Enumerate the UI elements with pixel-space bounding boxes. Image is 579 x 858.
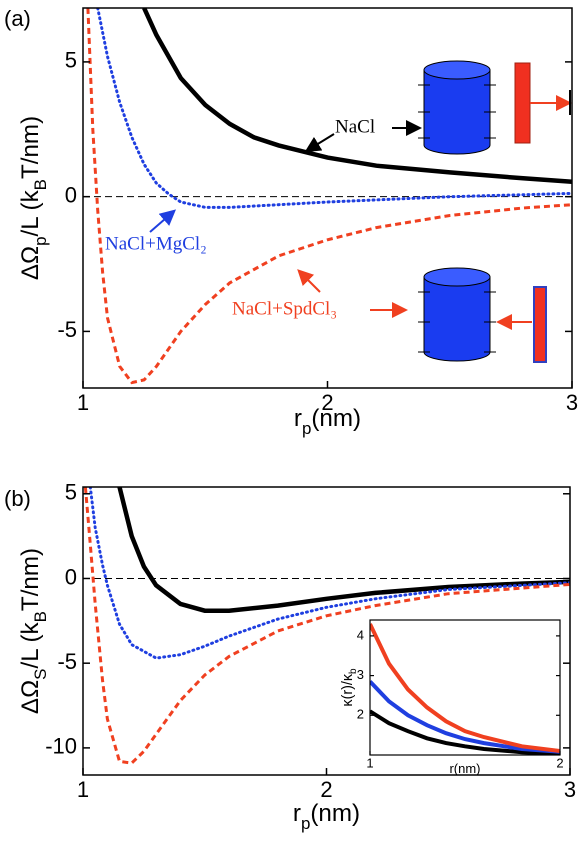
plot-frame — [82, 7, 573, 389]
label-part: B — [31, 179, 50, 190]
label-part: r(nm) — [449, 761, 480, 776]
panel-label: (b) — [4, 486, 31, 511]
y-tick-label: 0 — [65, 564, 77, 589]
label-part: (nm) — [311, 405, 361, 432]
y-tick-label: 2 — [357, 707, 364, 722]
y-tick-label: -10 — [45, 734, 77, 759]
label-part: T/nm) — [17, 116, 44, 179]
y-tick-label: 0 — [65, 182, 77, 207]
label-part: r — [293, 800, 301, 827]
annotation-arrow — [297, 269, 321, 293]
x-tick-label: 3 — [564, 777, 576, 802]
data-line — [86, 8, 572, 385]
y-tick-label: -5 — [57, 317, 77, 342]
annotation-arrow — [149, 209, 177, 233]
x-tick-label: 2 — [321, 390, 333, 415]
data-line — [117, 487, 570, 613]
series-annotation: NaCl+MgCl₂ — [105, 233, 207, 254]
annotation-arrow — [304, 133, 335, 153]
data-line — [370, 680, 560, 754]
inset-background — [370, 620, 560, 755]
y-tick-label: 5 — [65, 480, 77, 505]
y-axis-label: ΔΩp/L (kBT/nm) — [17, 116, 50, 280]
label-part: r — [294, 405, 302, 432]
cylinder-icon — [418, 267, 547, 363]
label-part: b — [348, 668, 359, 674]
panel-label: (a) — [4, 6, 31, 31]
label-part: p — [301, 814, 310, 833]
label-part: p — [302, 419, 311, 438]
label-part: (nm) — [310, 800, 360, 827]
data-line — [370, 623, 560, 753]
x-axis-label: r(nm) — [449, 761, 480, 776]
x-tick-label: 2 — [556, 755, 563, 770]
data-line — [370, 709, 560, 755]
y-axis-label: ΔΩS/L (kBT/nm) — [17, 548, 50, 714]
y-tick-label: 3 — [357, 667, 364, 682]
data-line — [88, 487, 570, 660]
label-part: /L (k — [17, 621, 44, 668]
x-tick-label: 3 — [566, 390, 578, 415]
data-line — [142, 8, 572, 185]
label-part: κ(r)/κ — [340, 673, 356, 706]
label-part: ΔΩ — [17, 680, 44, 714]
label-part: S — [31, 669, 50, 680]
series-annotation: NaCl+SpdCl₃ — [232, 298, 337, 319]
data-line — [96, 8, 572, 209]
label-part: /L (k — [17, 189, 44, 236]
y-tick-label: 5 — [65, 48, 77, 73]
x-tick-label: 1 — [77, 390, 89, 415]
y-axis-label: κ(r)/κb — [340, 668, 359, 707]
y-tick-label: -5 — [57, 649, 77, 674]
label-part: p — [31, 236, 50, 245]
x-tick-label: 1 — [366, 755, 373, 770]
x-tick-label: 1 — [77, 777, 89, 802]
x-tick-label: 2 — [320, 777, 332, 802]
x-axis-label: rp(nm) — [294, 405, 361, 438]
plot-frame — [369, 619, 561, 756]
label-part: ΔΩ — [17, 246, 44, 280]
label-part: B — [31, 611, 50, 622]
series-annotation: NaCl — [335, 116, 375, 137]
cylinder-icon — [418, 60, 572, 155]
label-part: T/nm) — [17, 548, 44, 611]
x-axis-label: rp(nm) — [293, 800, 360, 833]
y-tick-label: 4 — [357, 627, 364, 642]
